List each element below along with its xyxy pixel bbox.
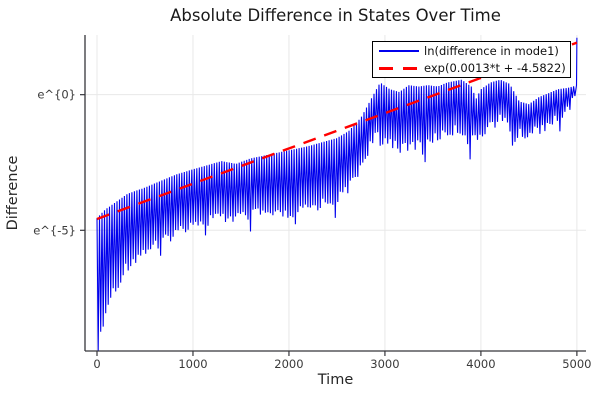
y-tick-label: e^{-5}	[33, 223, 76, 237]
x-tick-label: 0	[93, 357, 100, 371]
x-tick-label: 5000	[562, 357, 591, 371]
x-tick-label: 4000	[466, 357, 495, 371]
y-axis-label-text: Difference	[5, 155, 21, 231]
series-line-difference	[96, 37, 578, 351]
x-axis-label: Time	[317, 372, 354, 388]
legend-entry-series: ln(difference in mode1)	[373, 43, 570, 60]
x-tick-label: 1000	[178, 357, 207, 371]
legend-entry-label: exp(0.0013*t + -4.5822)	[424, 61, 566, 75]
y-tick-label: e^{0}	[37, 88, 76, 102]
legend-dashed-line-sample	[379, 66, 419, 70]
legend-solid-line-sample	[379, 50, 419, 52]
legend-entry-fit: exp(0.0013*t + -4.5822)	[373, 60, 570, 77]
chart-title: Absolute Difference in States Over Time	[170, 6, 501, 25]
x-tick-label: 3000	[370, 357, 399, 371]
x-tick-label: 2000	[274, 357, 303, 371]
legend-entry-label: ln(difference in mode1)	[424, 44, 559, 58]
legend-box: ln(difference in mode1) exp(0.0013*t + -…	[372, 41, 571, 78]
y-axis-label: Difference	[5, 133, 23, 253]
